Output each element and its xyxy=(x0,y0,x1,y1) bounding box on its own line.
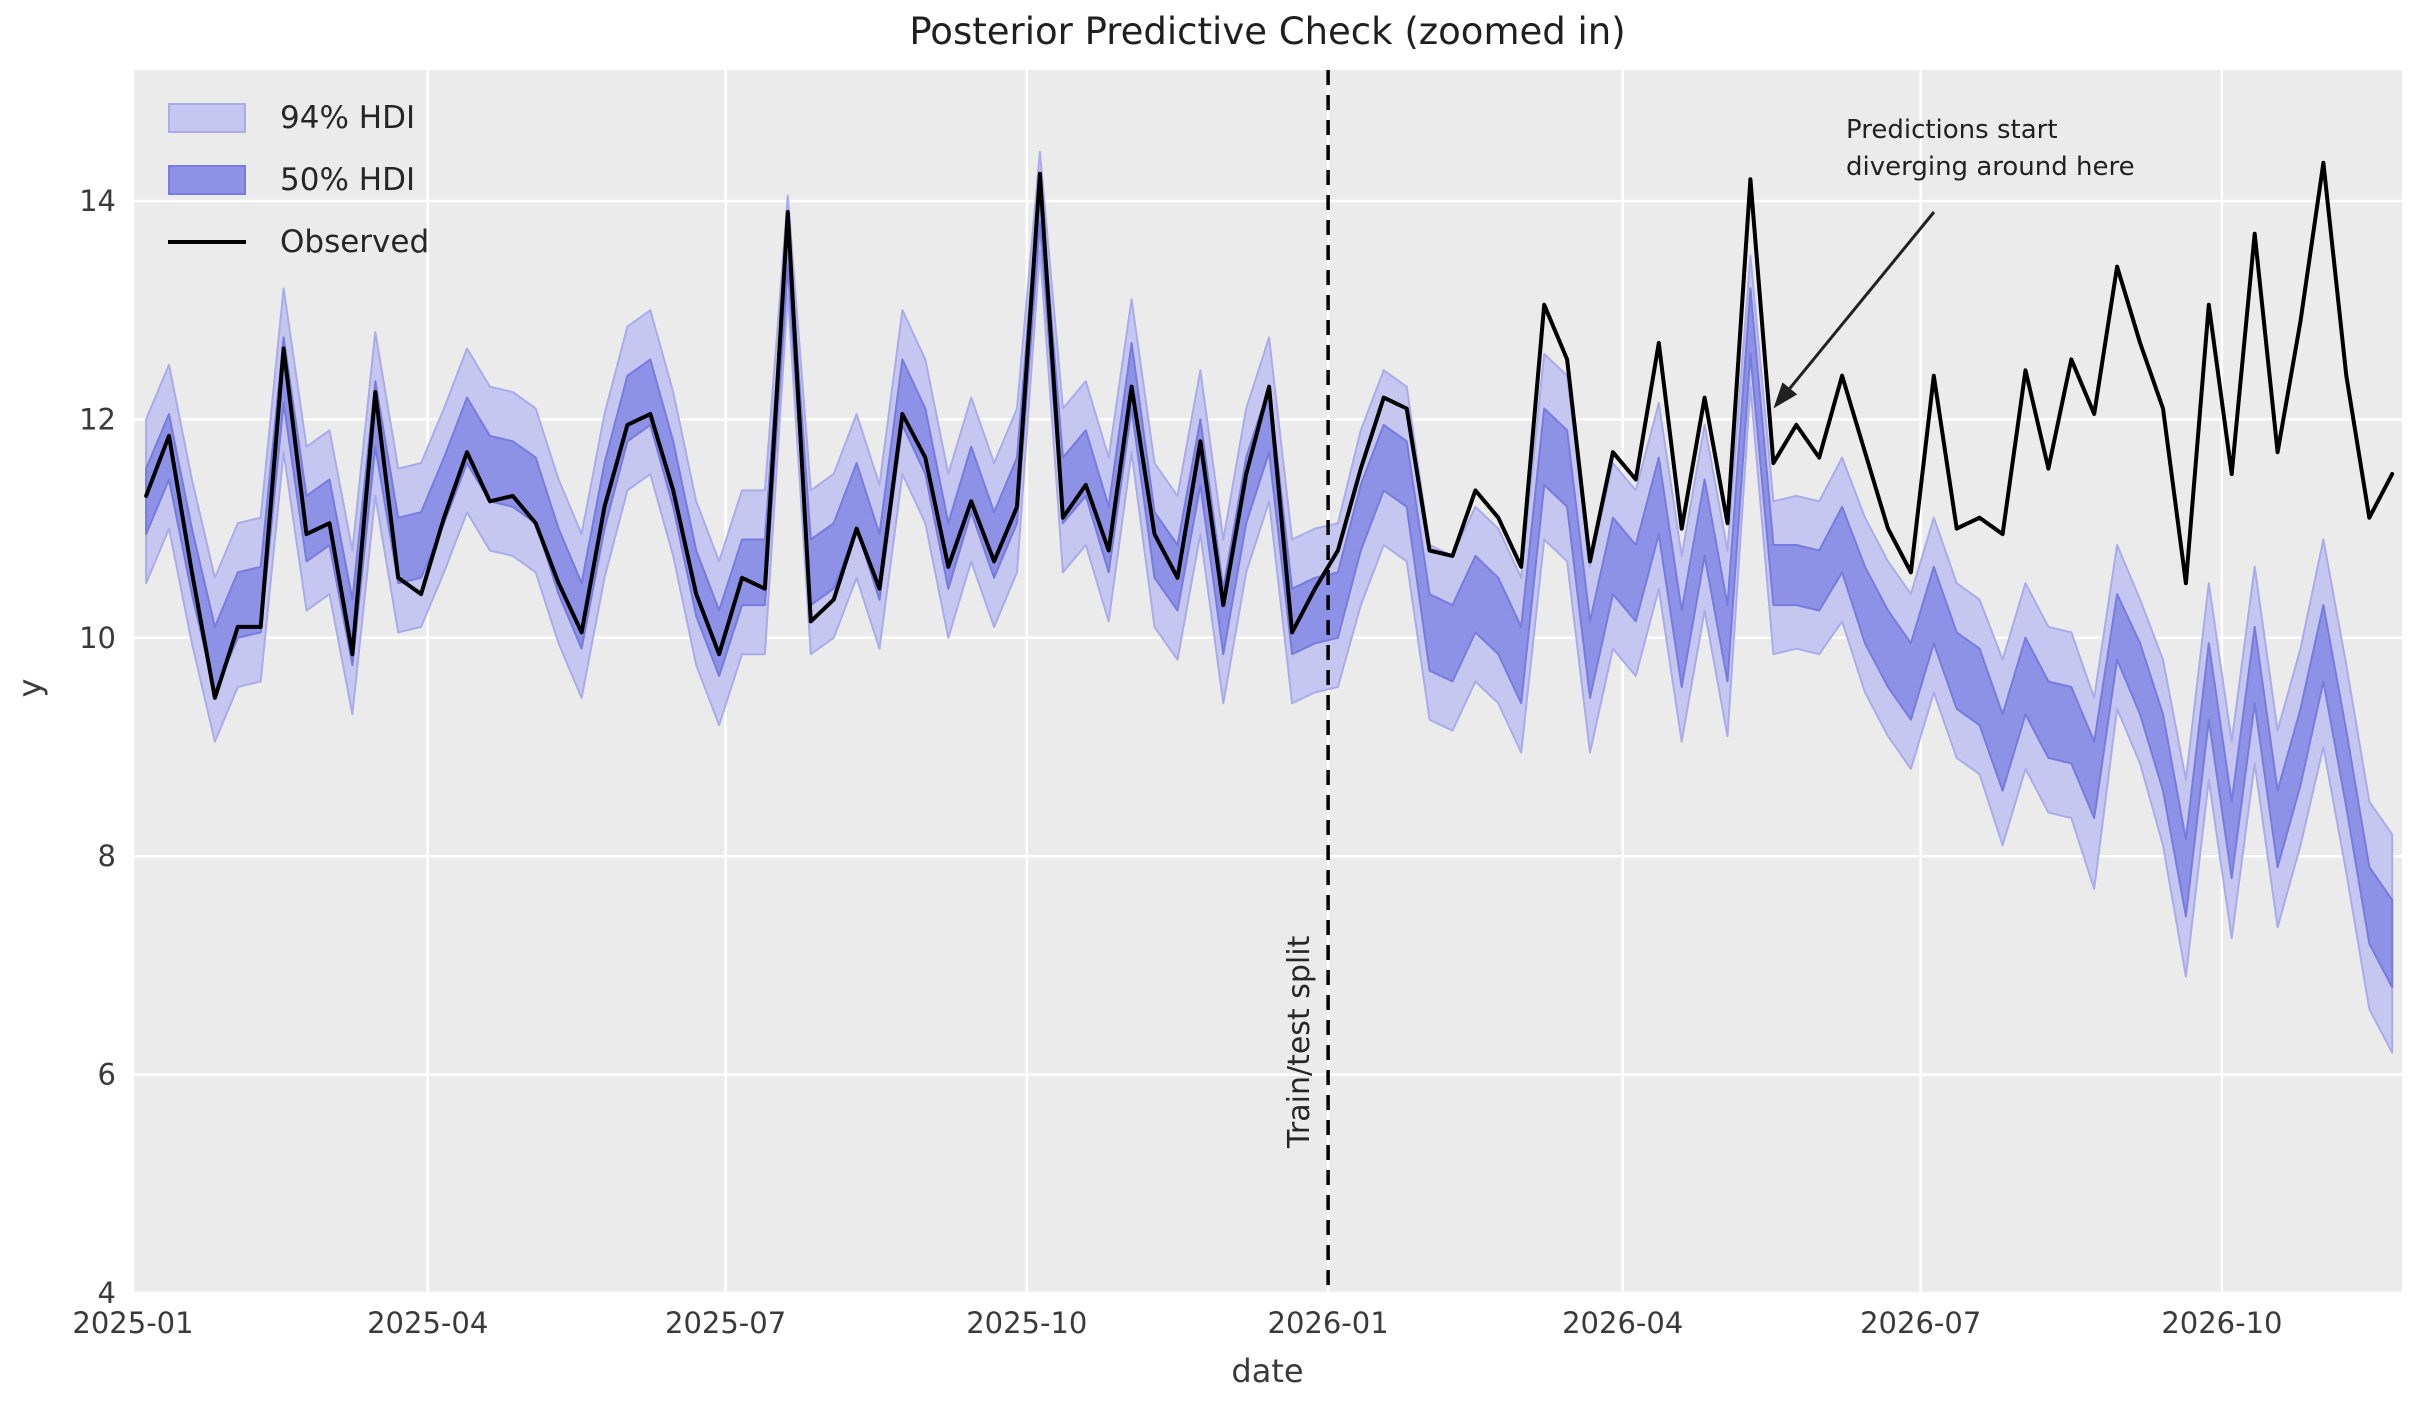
hdi-50-band xyxy=(145,178,2394,989)
legend-swatch-hdi94 xyxy=(168,103,246,133)
x-tick-label: 2026-01 xyxy=(1268,1306,1389,1340)
y-tick-label: 10 xyxy=(79,621,116,655)
y-tick-label: 6 xyxy=(98,1058,116,1092)
y-tick-label: 12 xyxy=(79,402,116,436)
x-tick-label: 2025-04 xyxy=(367,1306,488,1340)
train-test-split-label: Train/test split xyxy=(1282,935,1318,1148)
annotation-arrow-line xyxy=(1784,211,1936,395)
x-tick-label: 2026-07 xyxy=(1860,1306,1981,1340)
annotation-line-1: Predictions start xyxy=(1846,115,2058,145)
y-tick-label: 8 xyxy=(98,839,116,873)
legend-item: Observed xyxy=(168,222,429,262)
annotation-text: Predictions start diverging around here xyxy=(1846,112,2135,186)
x-tick-labels: 2025-01 2025-04 2025-07 2025-10 2026-01 2026-… xyxy=(72,1306,2282,1340)
legend-item: 50% HDI xyxy=(168,160,429,200)
x-axis-label: date xyxy=(1231,1352,1304,1390)
legend-item: 94% HDI xyxy=(168,98,429,138)
legend-label: Observed xyxy=(280,224,430,260)
legend-label: 50% HDI xyxy=(280,162,416,198)
legend-line-observed xyxy=(168,240,246,244)
legend-label: 94% HDI xyxy=(280,100,416,136)
y-tick-label: 4 xyxy=(98,1276,116,1310)
x-tick-label: 2025-07 xyxy=(665,1306,786,1340)
x-tick-label: 2026-10 xyxy=(2161,1306,2282,1340)
legend-swatch-hdi50 xyxy=(168,165,246,195)
y-tick-label: 14 xyxy=(79,184,116,218)
x-tick-label: 2026-04 xyxy=(1562,1306,1683,1340)
legend: 94% HDI 50% HDI Observed xyxy=(168,98,429,262)
x-tick-label: 2025-10 xyxy=(966,1306,1087,1340)
y-axis-label: y xyxy=(11,678,49,698)
y-tick-labels: 4 6 8 10 12 14 xyxy=(79,184,116,1310)
annotation-arrowhead xyxy=(1773,382,1798,409)
observed-line xyxy=(144,160,2395,700)
annotation-line-2: diverging around here xyxy=(1846,152,2135,182)
chart-title: Posterior Predictive Check (zoomed in) xyxy=(909,10,1626,53)
x-tick-label: 2025-01 xyxy=(72,1306,193,1340)
